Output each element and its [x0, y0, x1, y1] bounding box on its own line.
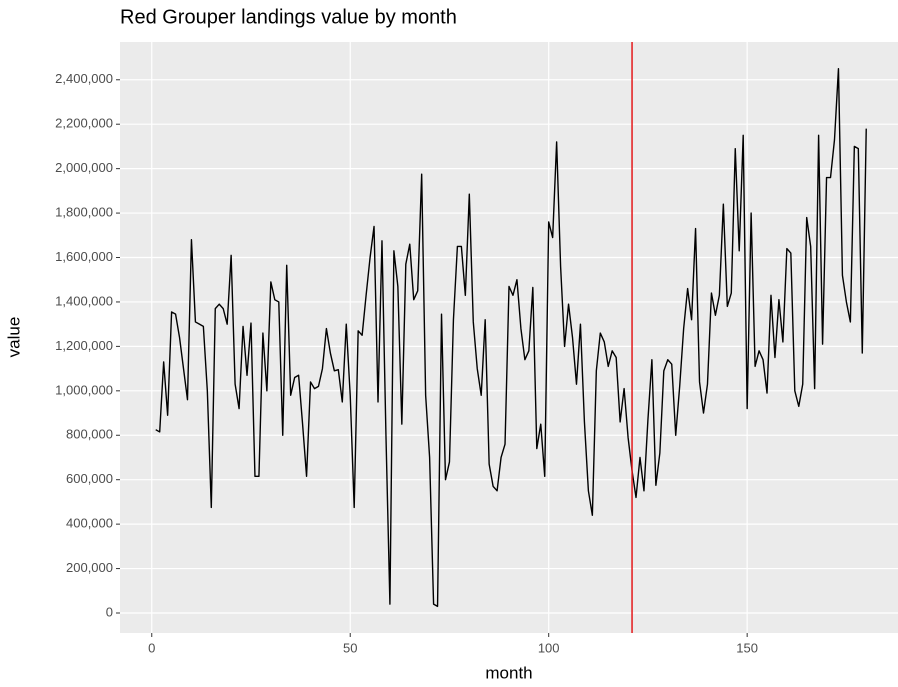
y-tick-label: 1,800,000: [55, 205, 113, 220]
y-tick-label: 600,000: [66, 471, 113, 486]
x-tick-label: 50: [343, 640, 357, 655]
y-tick-label: 2,400,000: [55, 71, 113, 86]
y-tick-label: 200,000: [66, 560, 113, 575]
y-tick-label: 0: [106, 604, 113, 619]
panel: [120, 42, 898, 633]
y-tick-label: 1,000,000: [55, 382, 113, 397]
chart-title: Red Grouper landings value by month: [120, 6, 457, 28]
y-tick-label: 400,000: [66, 516, 113, 531]
y-tick-label: 2,200,000: [55, 116, 113, 131]
y-axis-label: value: [4, 317, 23, 358]
y-tick-label: 1,600,000: [55, 249, 113, 264]
data-line: [155, 67, 867, 608]
x-tick-label: 0: [148, 640, 155, 655]
x-axis-label: month: [485, 663, 532, 682]
y-tick-label: 1,200,000: [55, 338, 113, 353]
x-tick-label: 150: [736, 640, 758, 655]
y-tick-label: 1,400,000: [55, 293, 113, 308]
y-tick-label: 2,000,000: [55, 160, 113, 175]
y-tick-label: 800,000: [66, 427, 113, 442]
x-tick-label: 100: [538, 640, 560, 655]
